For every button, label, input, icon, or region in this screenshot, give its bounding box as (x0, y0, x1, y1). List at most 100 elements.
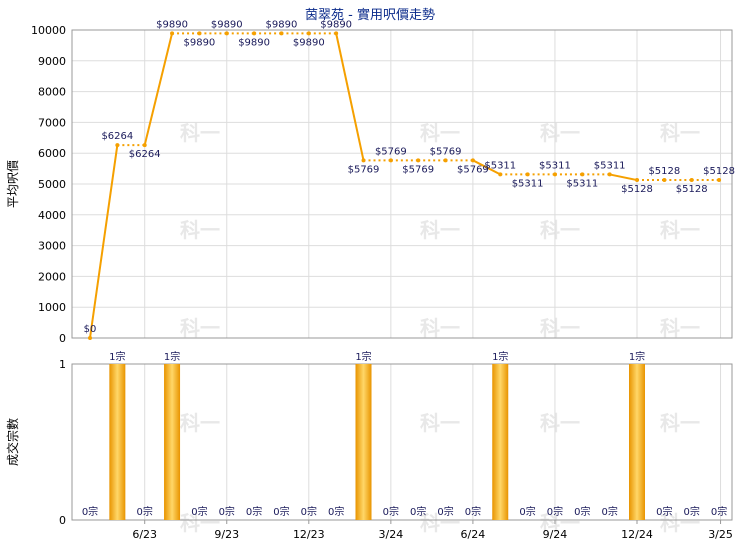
price-data-label: $5128 (648, 166, 680, 177)
deals-bar-label: 0宗 (711, 505, 727, 518)
price-y-tick-label: 2000 (38, 270, 66, 283)
price-data-point (470, 158, 475, 163)
watermark-text: 科一 (180, 218, 220, 242)
deals-y-tick-label: 1 (59, 358, 66, 371)
price-y-tick-label: 3000 (38, 240, 66, 253)
price-data-label: $5128 (676, 184, 708, 195)
price-data-label: $0 (84, 324, 97, 335)
price-data-point (224, 31, 229, 36)
watermark-text: 科一 (180, 316, 220, 340)
x-tick-label: 12/24 (621, 528, 653, 541)
deals-plot-area (72, 364, 732, 520)
price-data-label: $5128 (621, 184, 653, 195)
watermark-text: 科一 (660, 411, 700, 435)
price-y-tick-label: 1000 (38, 301, 66, 314)
watermark-text: 科一 (420, 316, 460, 340)
price-data-label: $5311 (566, 178, 598, 189)
price-data-label: $9890 (183, 37, 215, 48)
x-tick-label: 3/25 (708, 528, 733, 541)
deals-bar-label: 0宗 (684, 505, 700, 518)
price-data-label: $5311 (512, 178, 544, 189)
price-y-tick-label: 7000 (38, 116, 66, 129)
deals-bar-label: 0宗 (437, 505, 453, 518)
deals-bar-label: 0宗 (246, 505, 262, 518)
watermark-text: 科一 (660, 511, 700, 535)
price-data-point (416, 158, 421, 163)
price-data-point (170, 31, 175, 36)
deals-bar-label: 0宗 (410, 505, 426, 518)
deals-bar-label: 0宗 (547, 505, 563, 518)
watermark-text: 科一 (180, 121, 220, 145)
price-data-point (306, 31, 311, 36)
price-data-label: $6264 (101, 131, 133, 142)
price-data-point (252, 31, 257, 36)
deals-bar-label: 0宗 (273, 505, 289, 518)
deals-bar-label: 0宗 (219, 505, 235, 518)
price-data-label: $9890 (238, 37, 270, 48)
x-tick-label: 9/23 (214, 528, 239, 541)
watermark-text: 科一 (420, 121, 460, 145)
price-data-label: $9890 (293, 37, 325, 48)
price-data-point (498, 172, 503, 177)
watermark-text: 科一 (180, 411, 220, 435)
price-data-label: $5769 (375, 146, 407, 157)
deals-bar (629, 364, 645, 520)
chart-title: 茵翠苑 - 實用呎價走勢 (305, 7, 435, 23)
price-line-segment (472, 159, 501, 176)
price-data-point (88, 336, 92, 340)
price-data-point (689, 178, 694, 183)
price-data-label: $5311 (539, 160, 571, 171)
deals-y-tick-label: 0 (59, 514, 66, 527)
deals-bar-label: 1宗 (629, 350, 645, 363)
price-data-point (552, 172, 557, 177)
watermark-text: 科一 (420, 411, 460, 435)
price-data-point (334, 31, 339, 36)
watermark-text: 科一 (540, 411, 580, 435)
deals-bar-label: 0宗 (465, 505, 481, 518)
price-data-point (115, 143, 120, 148)
watermark-text: 科一 (540, 511, 580, 535)
deals-bar (492, 364, 509, 520)
price-data-label: $5769 (457, 164, 489, 175)
watermark-text: 科一 (540, 316, 580, 340)
price-data-label: $5769 (402, 164, 434, 175)
price-data-point (443, 158, 448, 163)
deals-bar-label: 0宗 (574, 505, 590, 518)
x-tick-label: 3/24 (378, 528, 403, 541)
price-data-point (197, 31, 202, 36)
deals-bar (164, 364, 181, 520)
deals-bar-label: 0宗 (601, 505, 617, 518)
price-data-label: $9890 (211, 19, 243, 30)
price-y-tick-label: 9000 (38, 55, 66, 68)
price-y-axis-label: 平均呎價 (6, 160, 20, 208)
price-data-point (717, 178, 722, 183)
price-y-tick-label: 10000 (31, 24, 66, 37)
price-data-label: $5311 (484, 160, 516, 171)
price-data-point (662, 178, 667, 183)
price-data-label: $9890 (156, 19, 188, 30)
price-line-segment (609, 173, 638, 182)
price-data-label: $5128 (703, 166, 735, 177)
watermark-text: 科一 (420, 218, 460, 242)
price-line-segment (335, 33, 365, 161)
deals-bar-label: 0宗 (656, 505, 672, 518)
watermark-text: 科一 (660, 316, 700, 340)
deals-bar-label: 0宗 (301, 505, 317, 518)
deals-bar-label: 0宗 (328, 505, 344, 518)
deals-bar-label: 1宗 (492, 350, 508, 363)
price-line-segment (89, 144, 119, 339)
price-line-segment (143, 33, 174, 146)
price-data-point (607, 172, 612, 177)
watermark-text: 科一 (180, 511, 220, 535)
deals-bar-label: 0宗 (137, 505, 153, 518)
price-y-tick-label: 8000 (38, 86, 66, 99)
watermark-text: 科一 (540, 218, 580, 242)
x-tick-label: 12/23 (293, 528, 325, 541)
price-data-point (388, 158, 393, 163)
deals-y-axis-label: 成交宗數 (5, 418, 20, 466)
price-data-point (635, 178, 639, 183)
deals-bar-label: 0宗 (82, 505, 98, 518)
price-data-point (580, 172, 585, 177)
watermark-text: 科一 (660, 218, 700, 242)
